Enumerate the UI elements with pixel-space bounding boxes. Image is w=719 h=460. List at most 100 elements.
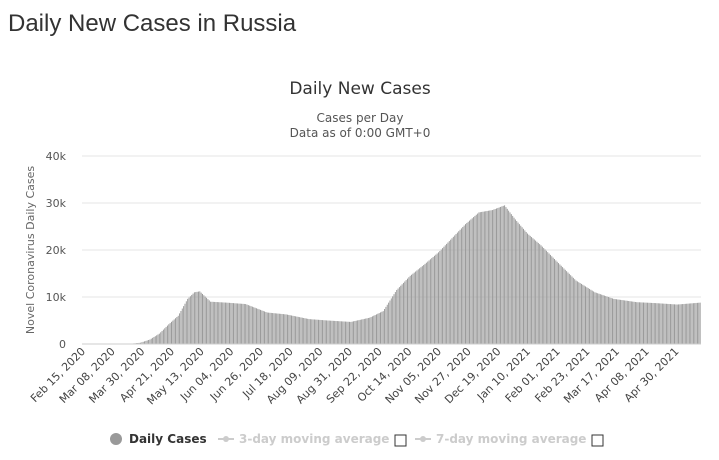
bar bbox=[674, 304, 675, 344]
bar bbox=[610, 297, 612, 344]
bar bbox=[501, 206, 503, 344]
bar bbox=[528, 234, 530, 344]
bar bbox=[489, 210, 491, 344]
bar bbox=[497, 207, 499, 344]
bar bbox=[582, 284, 584, 344]
bar bbox=[517, 222, 519, 344]
bar bbox=[247, 305, 249, 344]
bar bbox=[156, 335, 158, 344]
legend-checkbox[interactable] bbox=[394, 434, 407, 447]
bar bbox=[241, 303, 243, 344]
bar bbox=[246, 304, 248, 344]
legend-label: 7-day moving average bbox=[436, 432, 586, 446]
bar bbox=[260, 309, 261, 344]
bar bbox=[226, 302, 228, 344]
bar bbox=[513, 217, 515, 344]
bar bbox=[428, 260, 430, 344]
y-tick-label: 10k bbox=[46, 291, 67, 304]
bar bbox=[531, 237, 533, 344]
bar bbox=[353, 321, 355, 344]
bar bbox=[620, 299, 622, 344]
bar bbox=[602, 295, 604, 344]
bar bbox=[292, 315, 294, 344]
bar bbox=[394, 292, 396, 344]
bar bbox=[463, 225, 465, 344]
bar bbox=[145, 340, 147, 344]
bar bbox=[369, 317, 371, 344]
legend-item-daily-cases[interactable]: Daily Cases bbox=[110, 432, 207, 446]
bar bbox=[311, 319, 313, 344]
bar bbox=[594, 292, 596, 344]
bar bbox=[692, 303, 694, 344]
bar bbox=[415, 271, 417, 344]
legend-marker bbox=[110, 433, 122, 445]
legend: Daily Cases 3-day moving average 7-day mov… bbox=[110, 432, 604, 447]
bar bbox=[354, 321, 356, 344]
bar bbox=[349, 321, 350, 344]
bar bbox=[171, 321, 172, 344]
bar bbox=[351, 321, 353, 344]
bar bbox=[139, 342, 141, 344]
bar bbox=[609, 297, 611, 344]
bar bbox=[621, 300, 623, 344]
bar bbox=[324, 320, 326, 344]
y-tick-label: 40k bbox=[46, 150, 67, 163]
bar bbox=[301, 317, 303, 344]
legend-marker bbox=[420, 436, 426, 442]
bar bbox=[669, 304, 671, 344]
bar bbox=[328, 320, 330, 344]
bar bbox=[496, 208, 497, 344]
bar bbox=[587, 288, 589, 344]
bar bbox=[462, 226, 464, 344]
bar bbox=[637, 302, 639, 344]
bar bbox=[571, 276, 573, 344]
bar bbox=[396, 289, 398, 344]
legend-checkbox[interactable] bbox=[591, 434, 604, 447]
bar bbox=[665, 303, 667, 344]
legend-item-3-day-average[interactable]: 3-day moving average bbox=[218, 432, 407, 447]
bar bbox=[210, 301, 212, 344]
bar bbox=[579, 283, 581, 344]
bar bbox=[189, 296, 191, 344]
bar bbox=[382, 311, 384, 344]
bar bbox=[265, 311, 267, 344]
bar bbox=[459, 229, 461, 344]
bar bbox=[559, 264, 561, 344]
bar bbox=[514, 219, 516, 344]
bar bbox=[384, 308, 386, 344]
bar bbox=[663, 303, 665, 344]
bar bbox=[250, 306, 252, 344]
bar bbox=[607, 297, 609, 344]
bar bbox=[675, 304, 677, 344]
bar bbox=[296, 316, 298, 344]
bar bbox=[219, 302, 221, 344]
legend-label: 3-day moving average bbox=[239, 432, 389, 446]
bar bbox=[334, 320, 336, 344]
bar bbox=[436, 253, 438, 344]
bar bbox=[487, 210, 489, 344]
bar bbox=[570, 275, 572, 344]
bar bbox=[195, 292, 197, 344]
bar bbox=[638, 302, 640, 344]
bar bbox=[397, 288, 399, 344]
bar bbox=[630, 301, 632, 344]
bar bbox=[293, 316, 295, 344]
bar bbox=[640, 302, 642, 344]
bar bbox=[533, 239, 535, 344]
legend-item-7-day-average[interactable]: 7-day moving average bbox=[415, 432, 604, 447]
bar bbox=[158, 333, 160, 344]
bar bbox=[537, 242, 539, 344]
bar bbox=[661, 303, 663, 344]
chart-title: Daily New Cases bbox=[289, 79, 431, 99]
bar bbox=[150, 338, 152, 344]
bar bbox=[405, 280, 407, 344]
bar bbox=[161, 330, 163, 344]
bar bbox=[549, 254, 551, 344]
bar bbox=[358, 320, 360, 344]
bar bbox=[416, 270, 418, 344]
bar bbox=[625, 300, 627, 344]
bar bbox=[398, 287, 400, 344]
bar bbox=[535, 240, 537, 344]
bar bbox=[455, 234, 457, 344]
bar bbox=[375, 314, 377, 344]
